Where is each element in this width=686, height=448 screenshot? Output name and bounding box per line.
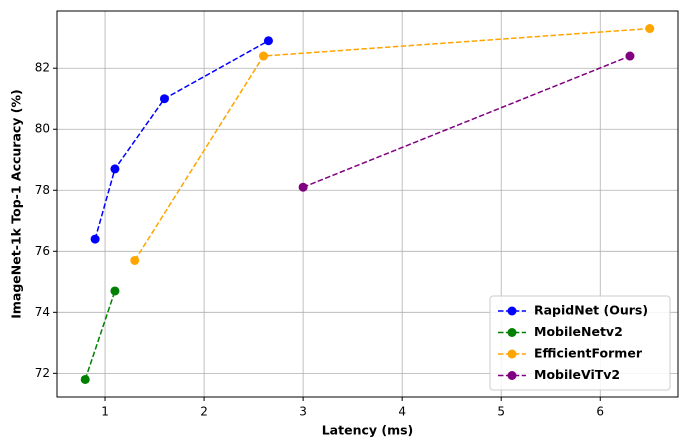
data-point — [110, 164, 120, 174]
x-tick-label: 5 — [497, 405, 505, 419]
data-point — [80, 374, 90, 384]
x-tick-label: 4 — [398, 405, 406, 419]
legend-marker — [507, 306, 517, 316]
data-point — [298, 182, 308, 192]
y-tick-label: 76 — [35, 244, 50, 258]
data-point — [263, 36, 273, 46]
x-axis-label: Latency (ms) — [322, 423, 414, 438]
x-tick-label: 3 — [299, 405, 307, 419]
x-tick-label: 1 — [101, 405, 109, 419]
data-point — [159, 94, 169, 104]
y-tick-label: 82 — [35, 61, 50, 75]
data-point — [259, 51, 269, 61]
x-tick-label: 6 — [596, 405, 604, 419]
x-tick-label: 2 — [200, 405, 208, 419]
legend-label: EfficientFormer — [534, 346, 643, 361]
series-line — [302, 55, 631, 188]
y-tick-label: 78 — [35, 183, 50, 197]
y-tick-label: 80 — [35, 122, 50, 136]
series-line — [84, 290, 116, 380]
legend-marker — [507, 371, 517, 380]
legend: RapidNet (Ours) MobileNetv2 EfficientForme… — [489, 295, 671, 391]
data-point — [90, 234, 100, 244]
data-point — [130, 255, 140, 265]
legend-marker — [507, 349, 517, 359]
legend-label: MobileNetv2 — [534, 324, 623, 339]
plot-frame — [56, 10, 679, 398]
series-line — [94, 40, 269, 240]
legend-marker — [507, 328, 517, 337]
y-axis-label: ImageNet-1k Top-1 Accuracy (%) — [9, 89, 24, 319]
data-point — [625, 51, 635, 61]
y-tick-label: 72 — [35, 366, 50, 380]
series-line — [134, 27, 650, 261]
legend-label: MobileViTv2 — [534, 367, 620, 382]
legend-box — [489, 295, 671, 391]
y-tick-label: 74 — [35, 305, 50, 319]
data-point — [110, 286, 120, 296]
legend-label: RapidNet (Ours) — [534, 303, 648, 318]
data-point — [645, 24, 655, 34]
